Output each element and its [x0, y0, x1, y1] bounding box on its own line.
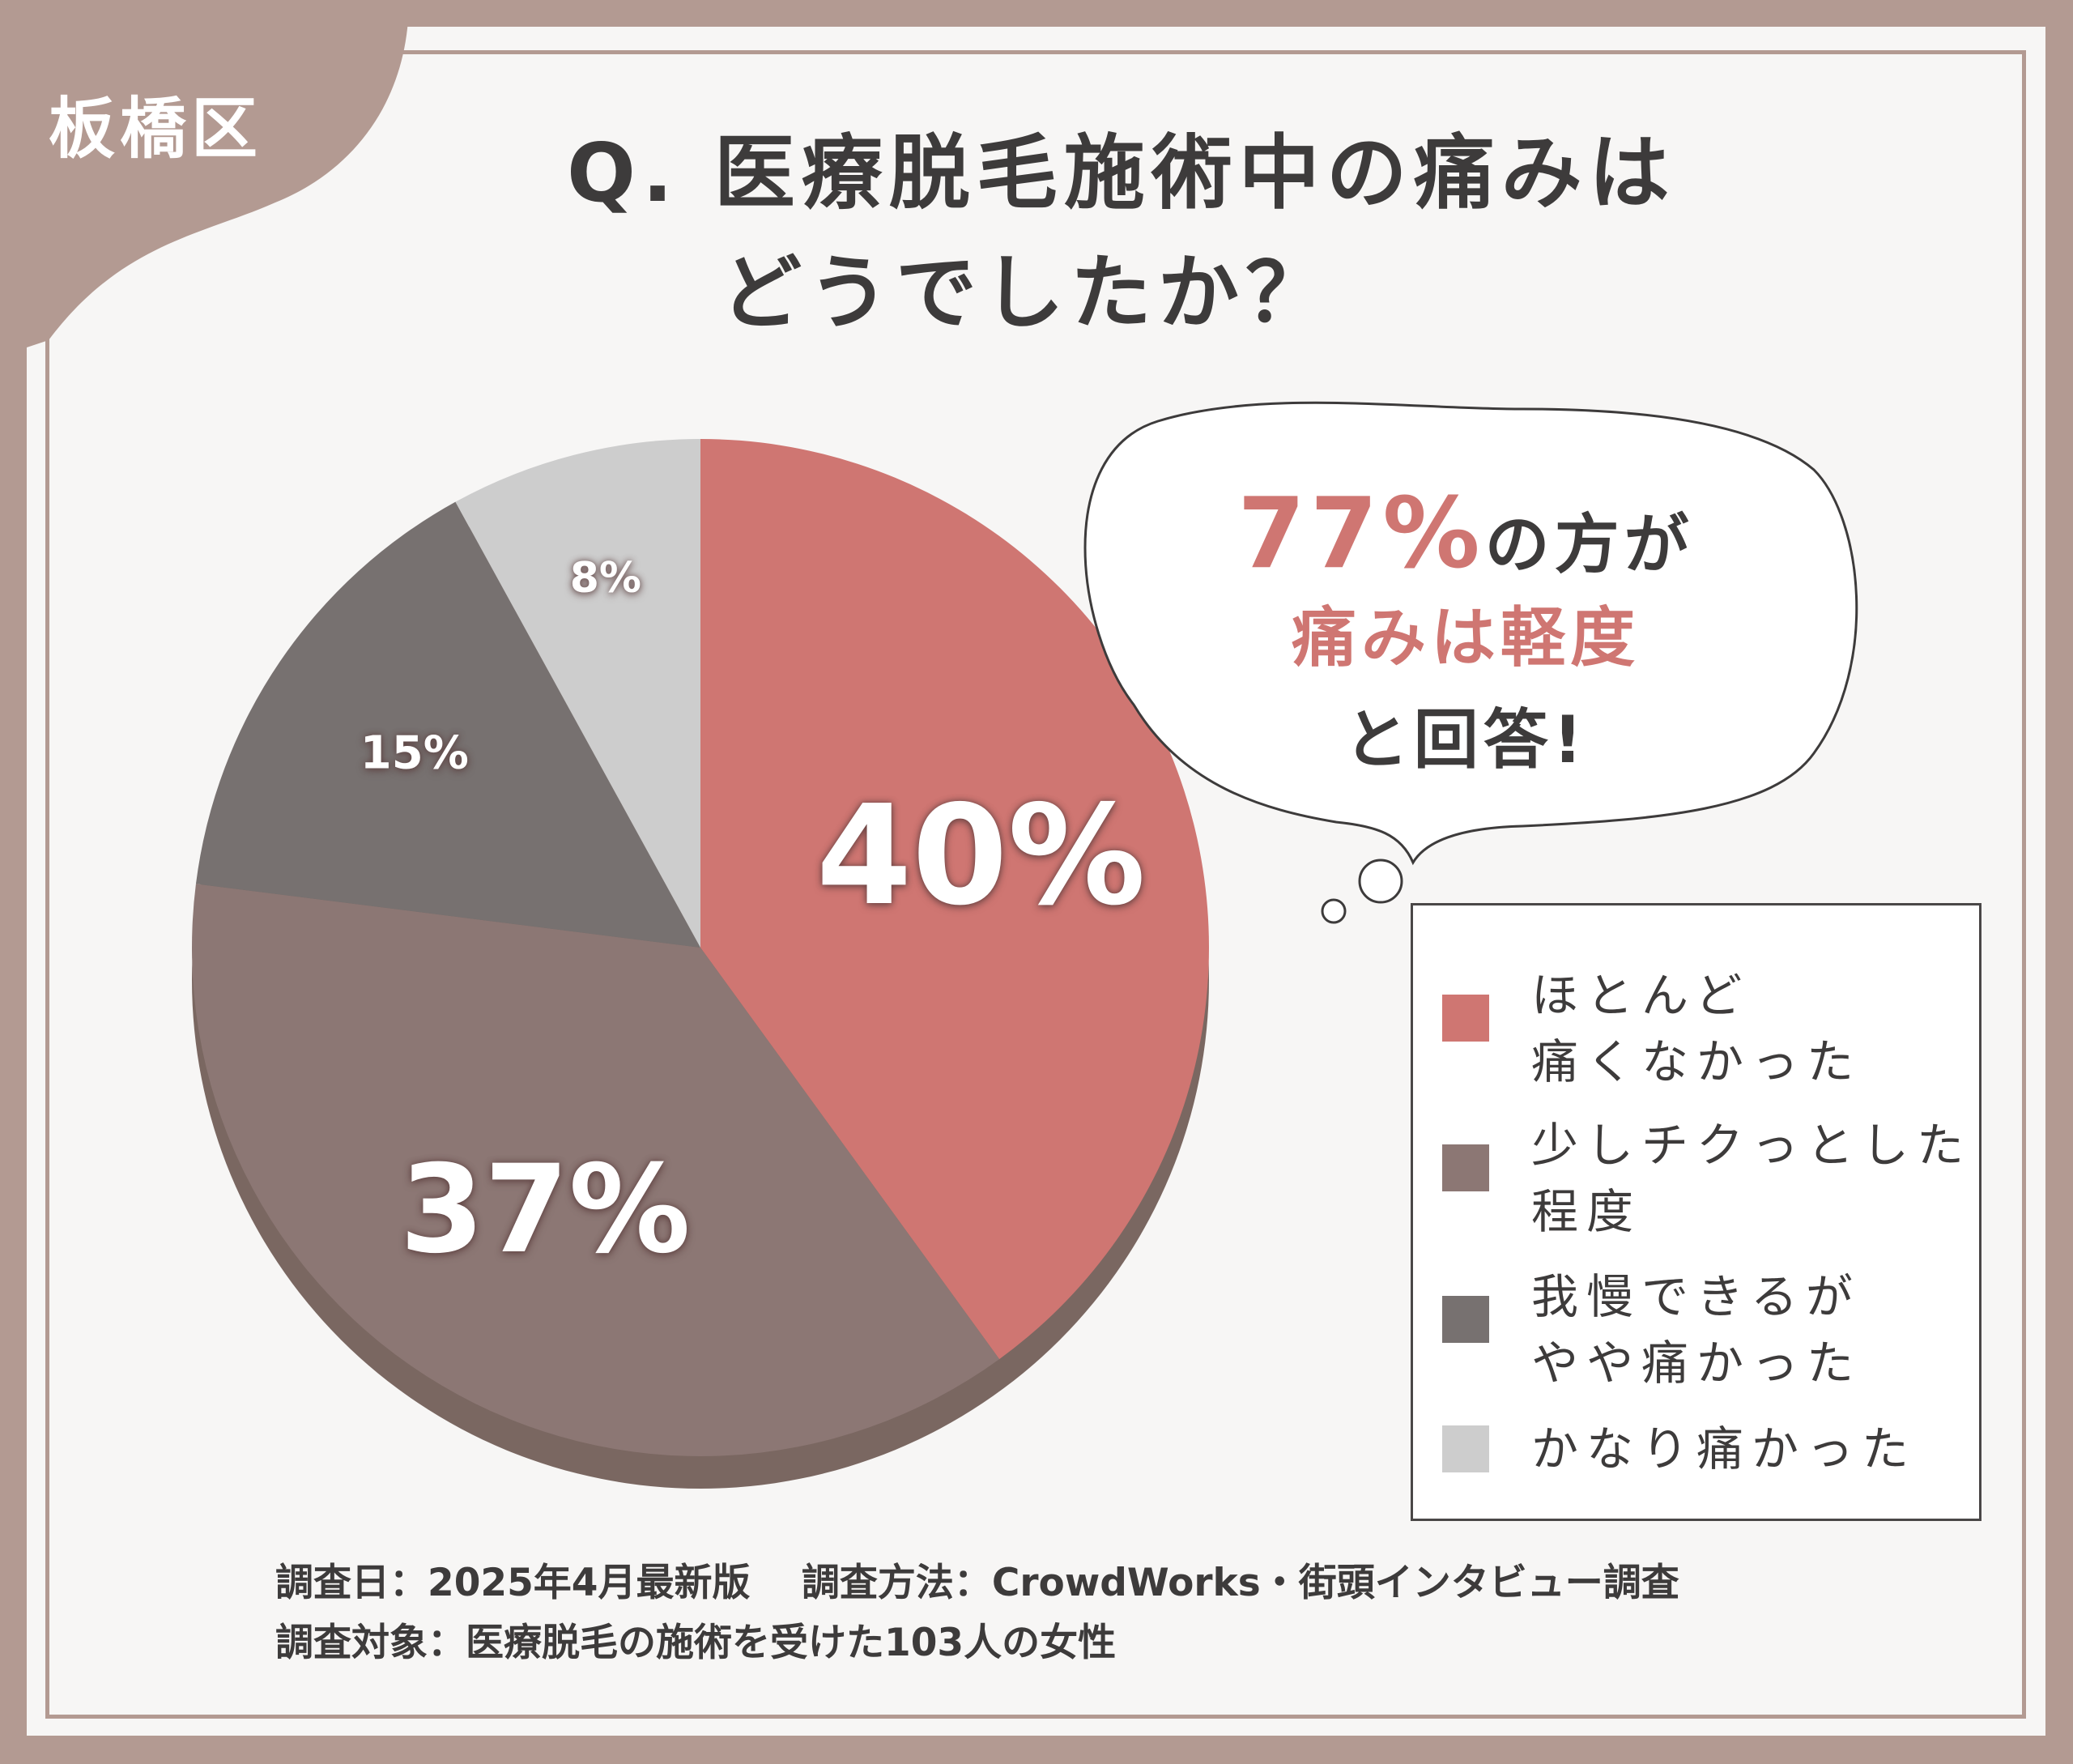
legend-swatch: [1442, 995, 1489, 1042]
pie-slice: [191, 884, 1000, 1456]
thought-dot-small: [1321, 898, 1347, 924]
thought-dot-large: [1358, 859, 1403, 904]
legend-swatch: [1442, 1296, 1489, 1343]
pie-slice: [700, 439, 1209, 1360]
title-line-2: どうでしたか？: [721, 245, 1333, 340]
pie-value-label: 37%: [399, 1140, 691, 1281]
inner-frame: [45, 50, 2026, 1719]
footnote-line-2: 調査対象：医療脱毛の施術を受けた103人の女性: [275, 1621, 1117, 1665]
pie-value-label: 15%: [360, 726, 469, 780]
pie-chart: [191, 439, 1209, 1489]
speech-bubble-shape: [1083, 401, 1858, 866]
ward-label: 板橋区: [49, 91, 263, 168]
speech-bubble: [1083, 401, 1858, 924]
legend-label: 痛くなかった: [1531, 1034, 1862, 1089]
legend-label: 少しチクっとした: [1531, 1118, 1973, 1173]
legend-label: ほとんど: [1531, 968, 1751, 1023]
callout-line1-rest: の方が: [1484, 507, 1694, 582]
legend-swatch: [1442, 1144, 1489, 1191]
legend-label: 我慢できるが: [1531, 1269, 1861, 1324]
legend-label: 程度: [1531, 1184, 1642, 1239]
legend-label: かなり痛かった: [1531, 1421, 1918, 1476]
callout-line3: と回答!: [1343, 702, 1588, 778]
chart-legend: ほとんど 痛くなかった 少しチクっとした 程度 我慢できるが やや痛かった かな…: [1411, 903, 1981, 1521]
survey-footnote: 調査日：2025年4月最新版 調査方法：CrowdWorks・街頭インタビュー調…: [275, 1553, 1679, 1673]
callout-text: 77%の方が 痛みは軽度 と回答!: [1126, 478, 1806, 782]
callout-highlight-number: 77%: [1237, 478, 1485, 590]
page-title: Q. 医療脱毛施術中の痛みは どうでしたか？: [567, 113, 1943, 353]
title-line-1: Q. 医療脱毛施術中の痛みは: [567, 126, 1676, 220]
pie-value-label: 8%: [569, 553, 642, 603]
callout-line2: 痛みは軽度: [1292, 600, 1640, 675]
pie-value-label: 40%: [815, 776, 1146, 937]
legend-label: やや痛かった: [1531, 1336, 1862, 1391]
legend-swatch: [1442, 1425, 1489, 1472]
ward-tab: [0, 0, 409, 356]
footnote-line-1: 調査日：2025年4月最新版 調査方法：CrowdWorks・街頭インタビュー調…: [275, 1561, 1679, 1605]
pie-slice: [455, 439, 700, 948]
pie-slice: [195, 501, 700, 948]
